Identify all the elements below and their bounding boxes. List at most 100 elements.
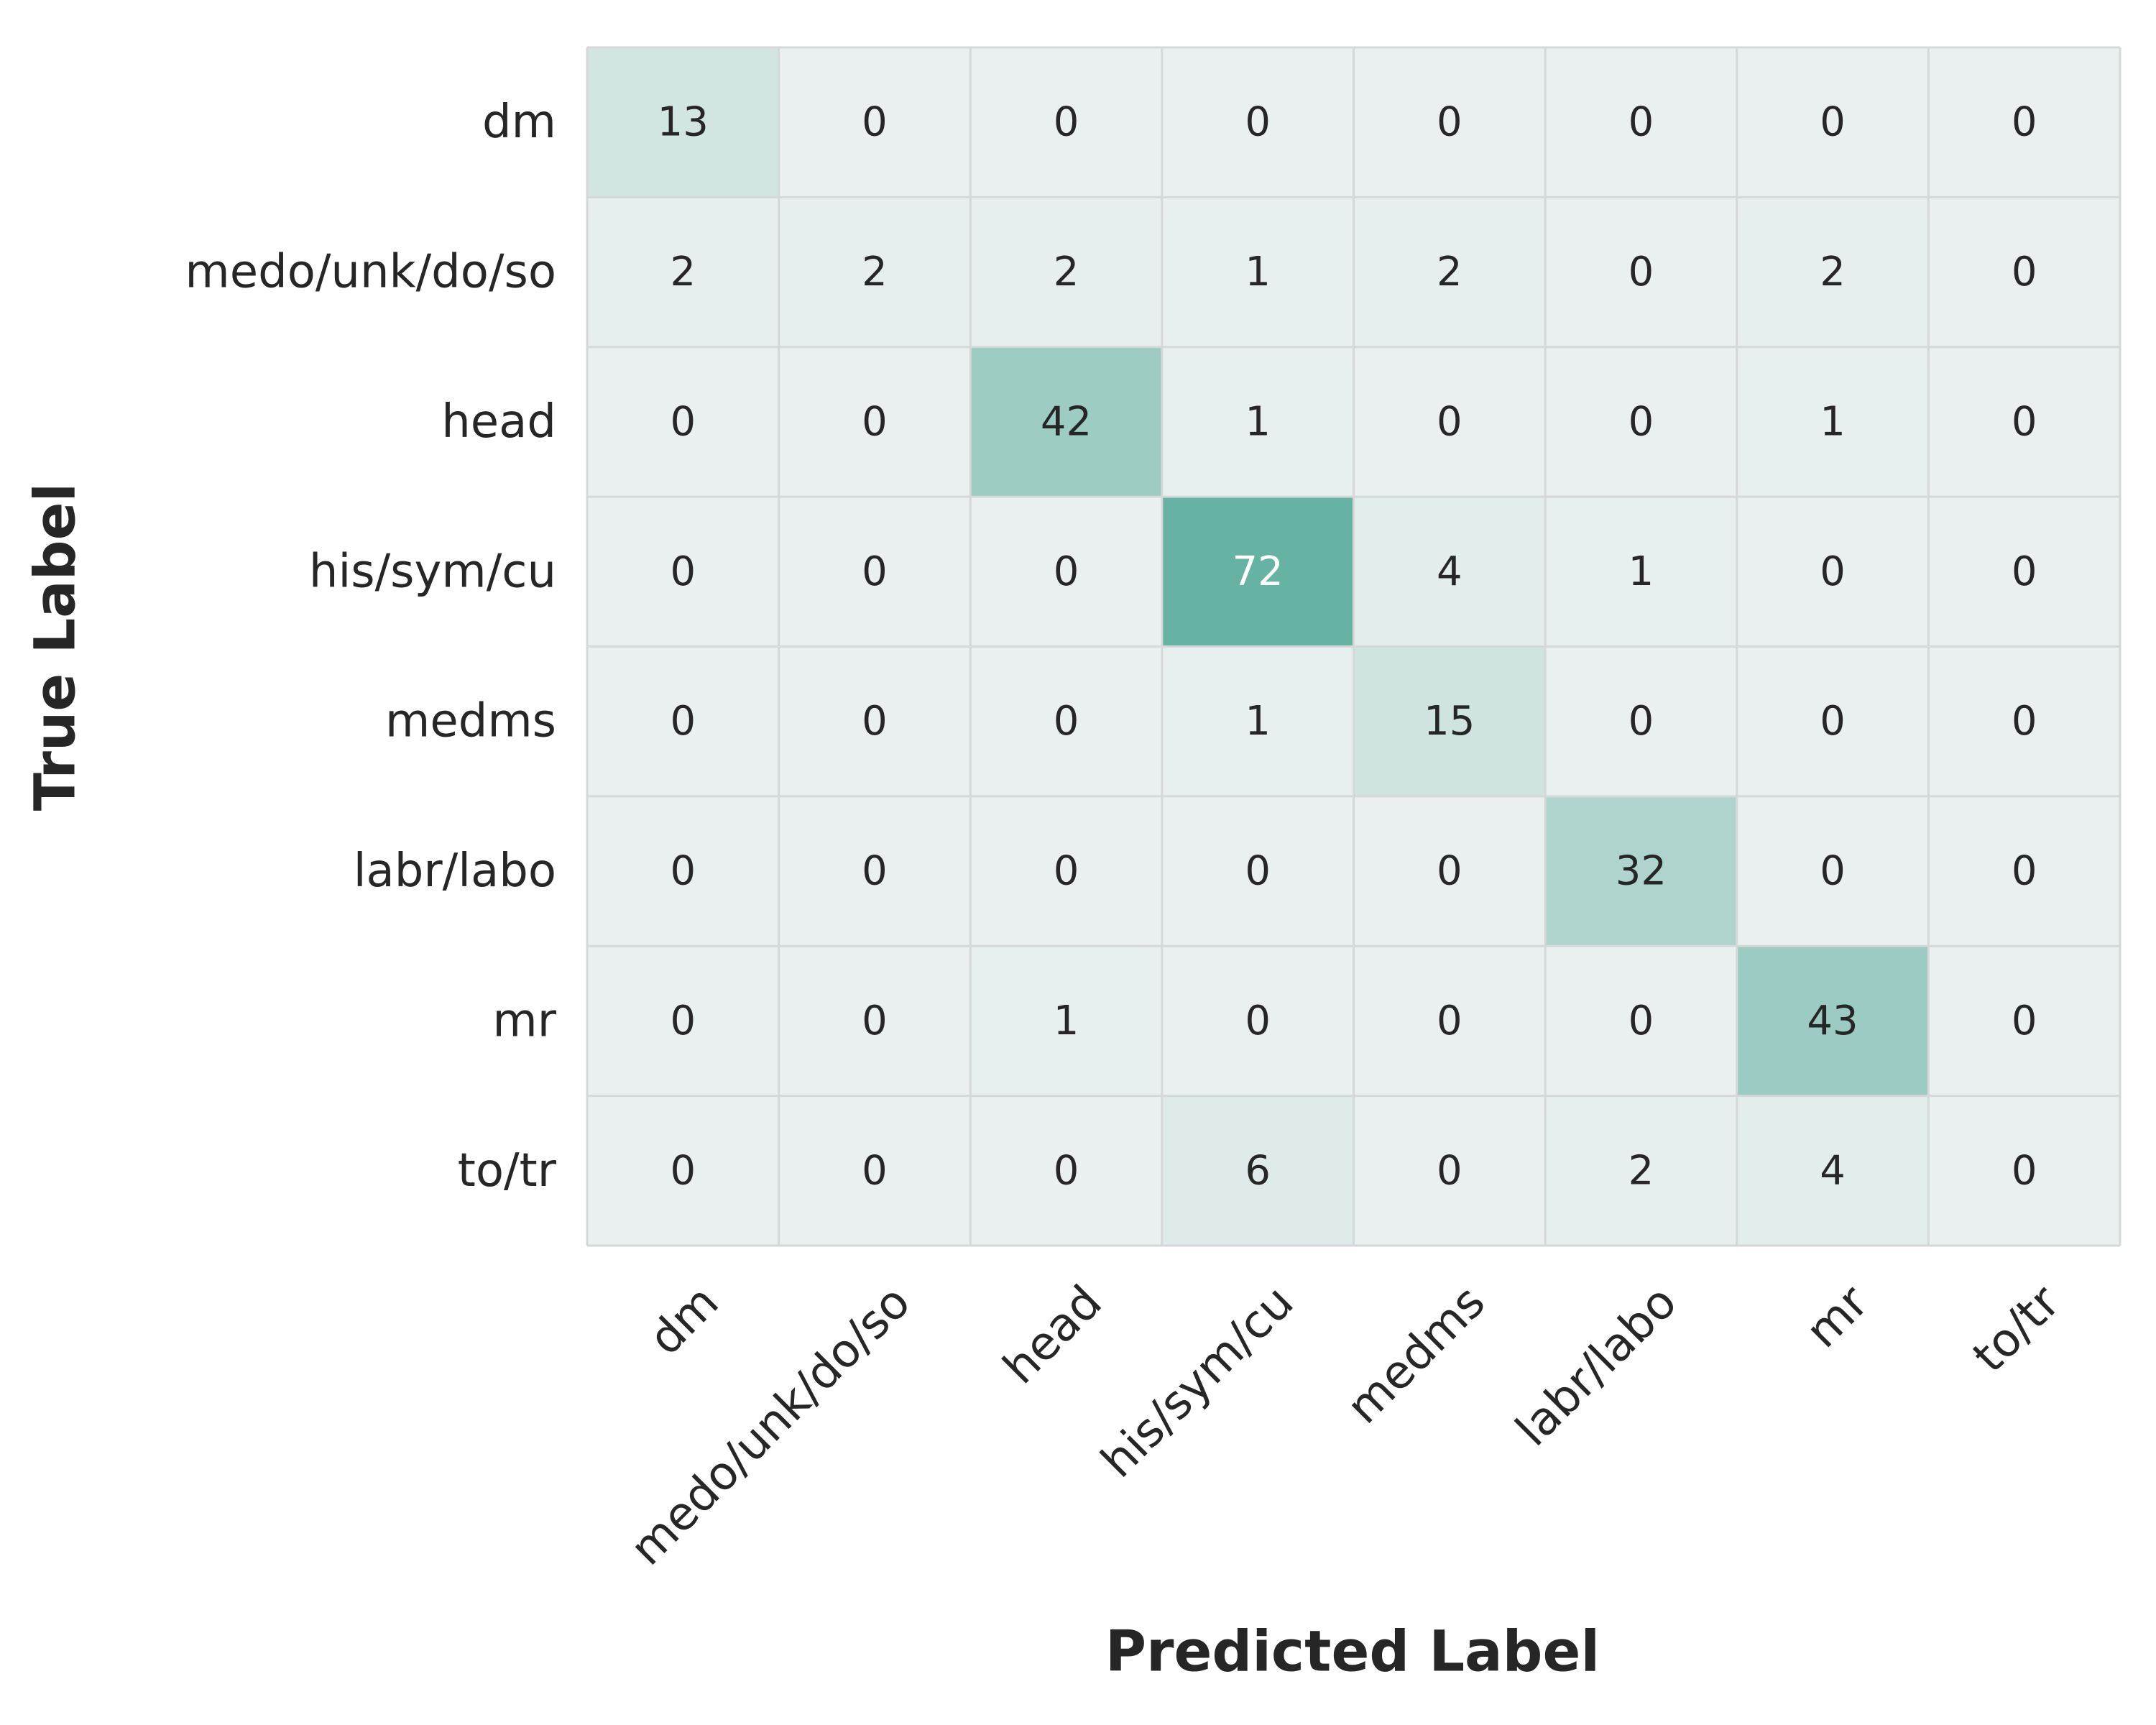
heatmap-cell [587, 346, 779, 497]
cell-value-label: 0 [1054, 848, 1079, 895]
heatmap-cell [1353, 1095, 1546, 1246]
heatmap-cell [1736, 796, 1929, 947]
heatmap-cell [587, 497, 779, 647]
heatmap-cell [778, 346, 971, 497]
cell-value-label: 1 [1245, 249, 1271, 295]
cell-value-label: 0 [2012, 998, 2037, 1044]
cell-value-label: 0 [862, 99, 888, 146]
heatmap-cell [1161, 1095, 1354, 1246]
heatmap-cell [1353, 47, 1546, 198]
cell-value-label: 6 [1245, 1147, 1271, 1194]
cell-value-label: 2 [1820, 249, 1846, 295]
heatmap-cell [1353, 497, 1546, 647]
cell-value-label: 0 [2012, 548, 2037, 595]
heatmap-cell [1545, 796, 1737, 947]
x-axis-tick-label: medms [1337, 1276, 1496, 1435]
cell-value-label: 0 [1437, 998, 1462, 1044]
x-axis-tick-label: head [993, 1276, 1112, 1394]
cell-value-label: 0 [1054, 698, 1079, 745]
cell-value-label: 2 [1628, 1147, 1654, 1194]
cell-value-label: 0 [1628, 99, 1654, 146]
cell-value-label: 2 [670, 249, 696, 295]
y-axis-tick-label: to/tr [458, 1144, 557, 1197]
cell-value-label: 0 [1245, 99, 1271, 146]
heatmap-cell [1736, 946, 1929, 1096]
heatmap-cell [1928, 1095, 2120, 1246]
cell-value-label: 0 [670, 398, 696, 445]
cell-value-label: 0 [1820, 848, 1846, 895]
x-axis-tick-label: to/tr [1963, 1275, 2070, 1383]
y-axis-tick-label: medms [385, 695, 556, 748]
heatmap-cell [587, 796, 779, 947]
cell-value-label: 0 [1820, 548, 1846, 595]
heatmap-cell [1545, 346, 1737, 497]
heatmap-cell [1736, 47, 1929, 198]
cell-value-label: 0 [2012, 1147, 2037, 1194]
heatmap-cell [970, 646, 1162, 796]
heatmap-cell [778, 497, 971, 647]
heatmap-cell [1353, 346, 1546, 497]
heatmap-cell [1736, 1095, 1929, 1246]
y-axis-tick-label: medo/unk/do/so [185, 246, 556, 299]
cell-value-label: 1 [1820, 398, 1846, 445]
cell-value-label: 0 [670, 698, 696, 745]
cell-value-label: 32 [1616, 848, 1667, 895]
heatmap-cell [970, 197, 1162, 347]
heatmap-cell [1928, 197, 2120, 347]
heatmap-cell [587, 946, 779, 1096]
cell-value-label: 0 [2012, 249, 2037, 295]
x-axis-tick-label: his/sym/cu [1092, 1276, 1304, 1489]
heatmap-cell [778, 946, 971, 1096]
y-axis-tick-label: his/sym/cu [309, 545, 556, 598]
heatmap-cell [1161, 796, 1354, 947]
heatmap-cell [1928, 646, 2120, 796]
cell-value-label: 0 [1628, 249, 1654, 295]
heatmap-cell [1928, 47, 2120, 198]
heatmap-cell [970, 497, 1162, 647]
heatmap-cell [587, 197, 779, 347]
cell-value-label: 0 [1437, 398, 1462, 445]
cell-value-label: 0 [1628, 698, 1654, 745]
cell-value-label: 4 [1437, 548, 1462, 595]
heatmap-cell [587, 1095, 779, 1246]
cell-value-label: 0 [2012, 99, 2037, 146]
cell-value-label: 0 [1820, 99, 1846, 146]
heatmap-cell [1928, 497, 2120, 647]
y-axis-tick-label: mr [492, 994, 556, 1047]
heatmap-cell [587, 47, 779, 198]
heatmap-cell [1353, 197, 1546, 347]
cell-value-label: 43 [1807, 998, 1858, 1044]
cell-value-label: 0 [862, 998, 888, 1044]
heatmap-cell [778, 646, 971, 796]
heatmap-cell [1736, 197, 1929, 347]
cell-value-label: 72 [1233, 548, 1284, 595]
heatmap-cell [1736, 497, 1929, 647]
heatmap-cell [1161, 197, 1354, 347]
heatmap-cell [1928, 946, 2120, 1096]
heatmap-gridlines [586, 46, 2122, 1247]
x-axis-tick-label: labr/labo [1506, 1276, 1687, 1457]
heatmap-cell [778, 197, 971, 347]
cell-value-label: 0 [862, 848, 888, 895]
cell-value-label: 13 [658, 99, 709, 146]
heatmap-cell [1545, 47, 1737, 198]
heatmap-cell [1928, 346, 2120, 497]
cell-value-label: 0 [670, 848, 696, 895]
cell-value-label: 0 [670, 998, 696, 1044]
cell-value-label: 0 [862, 548, 888, 595]
heatmap-cell [1545, 197, 1737, 347]
y-axis-tick-label: dm [482, 96, 556, 149]
heatmap-cell [1161, 497, 1354, 647]
heatmap-cell [970, 47, 1162, 198]
heatmap-cell [778, 796, 971, 947]
heatmap-cell [1928, 796, 2120, 947]
heatmap-cell [1736, 646, 1929, 796]
heatmap-cell [587, 646, 779, 796]
cell-value-label: 2 [1054, 249, 1079, 295]
cell-value-label: 0 [1628, 998, 1654, 1044]
heatmap-cell [1736, 346, 1929, 497]
heatmap-cell [1161, 346, 1354, 497]
heatmap-cell [1353, 796, 1546, 947]
